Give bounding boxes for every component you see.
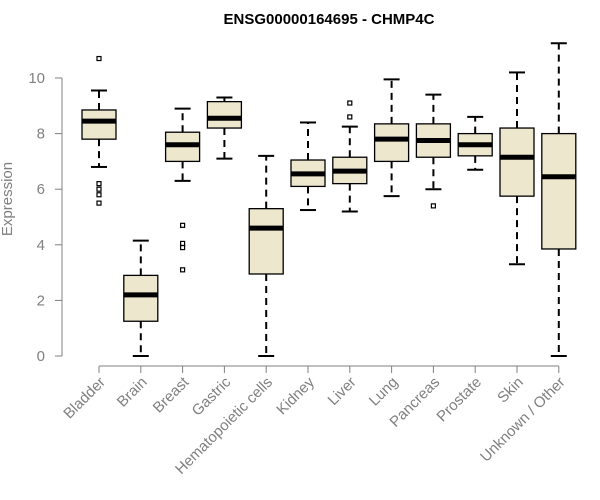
outlier-point (180, 222, 186, 228)
x-tick-label: Brain (114, 374, 151, 411)
outlier-point (430, 203, 436, 209)
box-group (541, 42, 577, 357)
outlier-point (96, 200, 102, 206)
box-group (415, 93, 452, 209)
outlier-point (96, 186, 102, 192)
y-tick-label: 2 (37, 292, 45, 309)
outlier-point (347, 100, 353, 106)
box-iqr (373, 123, 410, 163)
box-group (457, 115, 493, 171)
box-iqr (541, 132, 577, 250)
outlier-point (96, 181, 102, 187)
box-group (332, 100, 368, 213)
x-tick-label: Bladder (60, 374, 109, 423)
box-group (290, 121, 326, 212)
x-tick-label: Kidney (273, 373, 318, 418)
outlier-point (347, 114, 353, 120)
y-axis: 0 2 4 6 8 10 (28, 70, 63, 365)
box-group (123, 239, 159, 357)
box-group (373, 78, 410, 198)
box-iqr (248, 208, 284, 275)
box-iqr (123, 274, 159, 322)
outlier-point (96, 192, 102, 198)
y-axis-label: Expression (0, 162, 16, 236)
box-group (248, 154, 284, 357)
x-tick-label: Skin (494, 374, 527, 407)
box-group (81, 55, 117, 206)
box-group (499, 71, 535, 266)
chart-title: ENSG00000164695 - CHMP4C (224, 11, 435, 28)
box-iqr (206, 100, 243, 129)
y-tick-label: 8 (37, 126, 45, 143)
x-tick-label: Lung (366, 374, 402, 410)
outlier-point (180, 267, 186, 273)
outlier-point (180, 240, 186, 247)
x-tick-label: Prostate (433, 374, 485, 426)
plot-area (81, 42, 577, 357)
box-group (164, 107, 201, 273)
box-iqr (499, 127, 535, 197)
y-tick-label: 0 (37, 348, 45, 365)
outlier-point (180, 244, 186, 251)
y-tick-label: 4 (37, 237, 45, 254)
box-group (206, 96, 243, 160)
y-tick-label: 10 (28, 70, 45, 87)
y-tick-label: 6 (37, 181, 45, 198)
x-tick-label: Liver (325, 374, 360, 409)
outlier-point (96, 55, 102, 62)
box-iqr (81, 109, 117, 140)
x-tick-label: Breast (150, 373, 193, 416)
